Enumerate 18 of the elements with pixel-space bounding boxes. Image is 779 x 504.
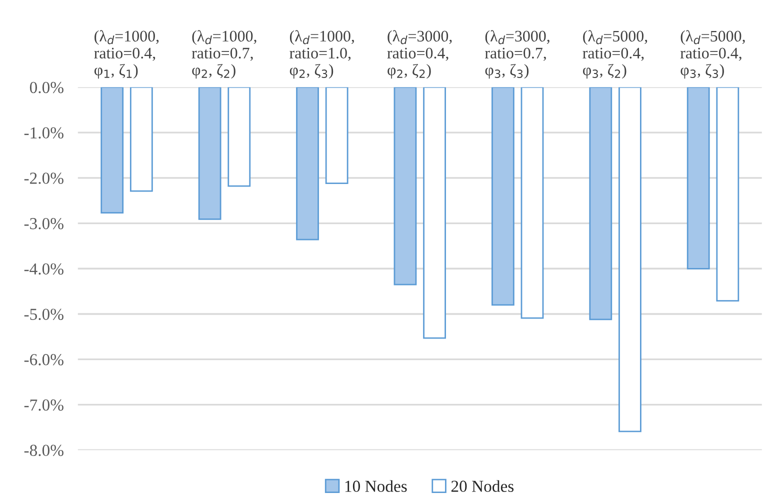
y-tick-label: -3.0% — [24, 218, 64, 230]
y-tick-label: -8.0% — [24, 444, 64, 456]
category-label: (λ$_{d}$=3000, ratio=0.4, φ$_{2}$, ζ$_{2}$) — [387, 30, 452, 79]
legend-label: 20 Nodes — [451, 480, 514, 492]
y-tick-label: -4.0% — [24, 263, 64, 275]
y-tick-label: -1.0% — [24, 127, 64, 139]
y-tick-label: -5.0% — [24, 308, 64, 320]
legend-label: 10 Nodes — [345, 480, 407, 492]
y-tick-label: -6.0% — [24, 354, 64, 366]
category-label: (λ$_{d}$=1000, ratio=0.7, φ$_{2}$, ζ$_{2}$) — [192, 30, 256, 79]
category-label: (λ$_{d}$=5000, ratio=0.4, φ$_{3}$, ζ$_{2}$) — [582, 30, 648, 79]
category-label: (λ$_{d}$=3000, ratio=0.7, φ$_{3}$, ζ$_{3}$) — [485, 30, 550, 79]
y-tick-label: -2.0% — [24, 172, 64, 184]
category-label: (λ$_{d}$=5000, ratio=0.4, φ$_{3}$, ζ$_{3}$) — [680, 30, 745, 79]
y-tick-label: -7.0% — [24, 399, 64, 411]
category-label: (λ$_{d}$=1000, ratio=0.4, φ$_{1}$, ζ$_{1}$) — [94, 30, 159, 79]
category-label: (λ$_{d}$=1000, ratio=1.0, φ$_{2}$, ζ$_{3}$) — [290, 30, 354, 79]
y-tick-label: 0.0% — [30, 82, 64, 94]
